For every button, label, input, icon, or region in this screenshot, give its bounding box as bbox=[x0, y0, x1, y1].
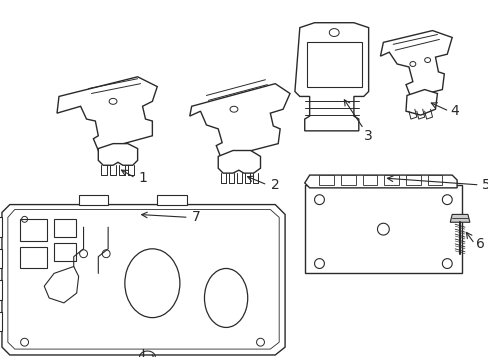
Polygon shape bbox=[304, 175, 456, 188]
Text: 7: 7 bbox=[192, 210, 201, 224]
Text: 5: 5 bbox=[481, 178, 488, 192]
Polygon shape bbox=[0, 217, 2, 237]
Text: 6: 6 bbox=[475, 237, 484, 251]
Text: 2: 2 bbox=[270, 178, 279, 192]
Polygon shape bbox=[79, 195, 108, 204]
Polygon shape bbox=[44, 266, 79, 303]
Polygon shape bbox=[294, 23, 368, 131]
Polygon shape bbox=[449, 215, 469, 222]
Polygon shape bbox=[0, 249, 2, 269]
Text: 4: 4 bbox=[449, 104, 458, 118]
Text: 3: 3 bbox=[363, 129, 372, 143]
Polygon shape bbox=[98, 144, 137, 165]
Polygon shape bbox=[384, 175, 398, 185]
Polygon shape bbox=[54, 243, 76, 261]
Polygon shape bbox=[218, 150, 260, 173]
Polygon shape bbox=[306, 42, 361, 87]
Polygon shape bbox=[20, 247, 47, 269]
Polygon shape bbox=[319, 175, 333, 185]
Polygon shape bbox=[405, 175, 420, 185]
Polygon shape bbox=[20, 219, 47, 241]
Polygon shape bbox=[57, 77, 157, 150]
Polygon shape bbox=[0, 280, 2, 300]
Polygon shape bbox=[2, 204, 285, 355]
Polygon shape bbox=[304, 185, 461, 273]
Text: 1: 1 bbox=[138, 171, 147, 185]
Polygon shape bbox=[0, 312, 2, 332]
Polygon shape bbox=[54, 219, 76, 237]
Polygon shape bbox=[362, 175, 377, 185]
Polygon shape bbox=[405, 90, 437, 115]
Polygon shape bbox=[189, 84, 289, 158]
Polygon shape bbox=[341, 175, 355, 185]
Polygon shape bbox=[380, 31, 451, 98]
Polygon shape bbox=[427, 175, 442, 185]
Polygon shape bbox=[157, 195, 186, 204]
